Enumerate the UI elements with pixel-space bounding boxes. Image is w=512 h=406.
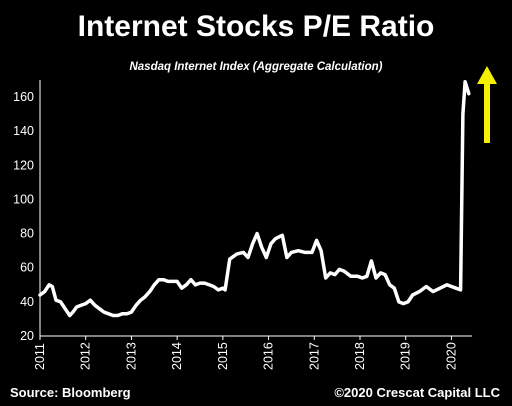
x-tick-label: 2019	[399, 342, 413, 370]
y-tick-label: 120	[13, 158, 34, 172]
y-tick-labels: 20 40 60 80 100 120 140 160	[13, 90, 34, 343]
y-tick-label: 140	[13, 124, 34, 138]
chart-subtitle: Nasdaq Internet Index (Aggregate Calcula…	[129, 61, 383, 73]
y-tick-label: 40	[20, 295, 34, 309]
chart-title: Internet Stocks P/E Ratio	[77, 10, 435, 43]
x-tick-label: 2016	[262, 342, 276, 370]
copyright-note: ©2020 Crescat Capital LLC	[334, 385, 500, 400]
x-tick-label: 2014	[170, 342, 184, 370]
arrow-head	[477, 66, 497, 84]
y-tick-label: 160	[13, 90, 34, 104]
x-tick-label: 2017	[307, 342, 321, 370]
x-tick-label: 2020	[444, 342, 458, 370]
x-tick-label: 2013	[124, 342, 138, 370]
y-tick-label: 100	[13, 192, 34, 206]
x-tick-label: 2012	[79, 342, 93, 370]
x-tick-label: 2015	[216, 342, 230, 370]
source-note: Source: Bloomberg	[10, 385, 131, 400]
x-tick-label: 2011	[33, 343, 47, 370]
x-tick-label: 2018	[353, 342, 367, 370]
y-tick-label: 20	[20, 329, 34, 343]
y-tick-label: 60	[20, 261, 34, 275]
pe-ratio-line	[38, 79, 471, 318]
up-arrow-annotation	[477, 66, 497, 143]
x-tick-labels: 2011 2012 2013 2014 2015 2016 2017 2018 2019 2020	[33, 336, 458, 370]
y-tick-label: 80	[20, 227, 34, 241]
